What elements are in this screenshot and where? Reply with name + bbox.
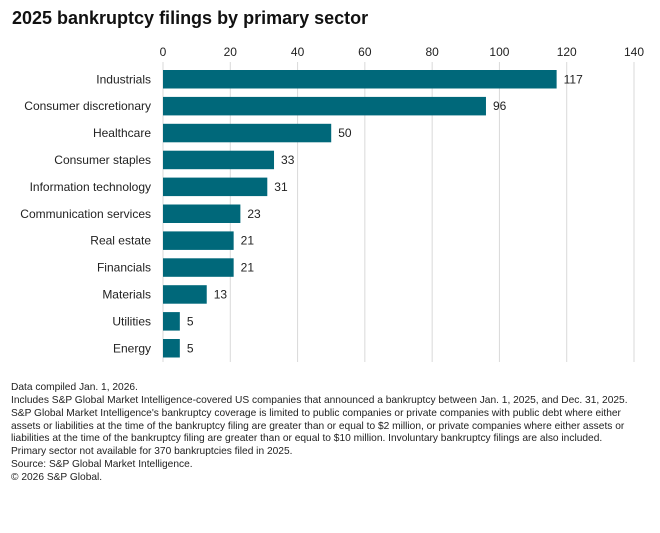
bar-chart: 0 20 40 60 80 100 120 140 Industrials 117 Consumer… [20,45,644,362]
value-label: 50 [338,126,352,140]
value-label: 21 [241,234,255,248]
x-tick-label: 0 [160,45,167,59]
x-tick-label: 120 [557,45,577,59]
category-label: Materials [102,287,151,301]
value-label: 96 [493,99,507,113]
bar [163,285,207,304]
value-label: 31 [274,180,288,194]
value-label: 5 [187,341,194,355]
bar [163,258,234,277]
category-label: Utilities [112,314,151,328]
category-label: Consumer staples [54,153,151,167]
bar [163,70,557,89]
bar [163,123,332,143]
footnotes: Data compiled Jan. 1, 2026. Includes S&P… [11,382,641,486]
bar [163,150,275,170]
category-label: Financials [97,261,151,275]
x-tick-label: 140 [624,45,644,59]
value-label: 33 [281,153,295,167]
x-tick-label: 60 [358,45,372,59]
note-coverage-scope: Includes S&P Global Market Intelligence-… [11,395,628,407]
note-source: Source: S&P Global Market Intelligence. [11,459,193,471]
category-label: Energy [113,341,151,355]
bar [163,177,268,197]
category-label: Real estate [90,234,151,248]
x-tick-label: 80 [425,45,439,59]
note-copyright: © 2026 S&P Global. [11,472,103,484]
x-tick-label: 40 [291,45,305,59]
value-label: 117 [564,72,583,86]
value-label: 23 [247,207,261,221]
note-sector-unavailable: Primary sector not available for 370 ban… [11,446,293,458]
note-coverage-limits: S&P Global Market Intelligence's bankrup… [11,408,625,444]
x-tick-label: 100 [489,45,509,59]
bar [163,339,180,358]
category-label: Communication services [20,207,151,221]
x-tick-label: 20 [224,45,238,59]
chart-title: 2025 bankruptcy filings by primary secto… [12,8,369,28]
note-data-compiled: Data compiled Jan. 1, 2026. [11,382,138,393]
category-label: Consumer discretionary [24,99,151,113]
category-label: Healthcare [93,126,151,140]
category-label: Industrials [96,72,151,86]
bar [163,96,486,116]
category-label: Information technology [30,180,151,194]
value-label: 5 [187,314,194,328]
bar [163,312,180,331]
bar [163,231,234,250]
value-label: 21 [241,261,255,275]
bar [163,204,241,223]
value-label: 13 [214,287,228,301]
